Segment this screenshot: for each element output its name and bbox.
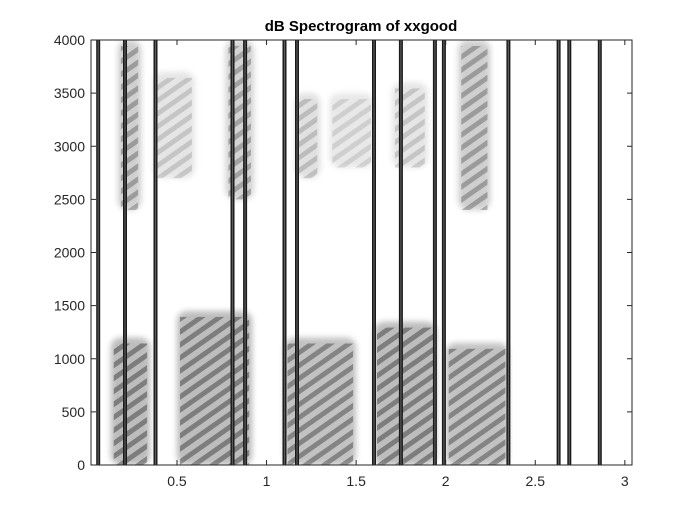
vertical-line-core — [154, 40, 157, 465]
energy-region — [445, 342, 509, 465]
y-tick-label: 3500 — [54, 85, 85, 101]
y-tick-label: 1500 — [54, 298, 85, 314]
energy-region-harmonics — [179, 316, 250, 465]
y-tick-label: 0 — [77, 457, 85, 473]
x-tick-label: 3 — [621, 473, 629, 489]
energy-region-harmonics — [377, 327, 434, 465]
energy-region — [110, 337, 151, 465]
x-axis: 0.5 1 1.5 2 2.5 3 — [167, 40, 629, 489]
chart-title: dB Spectrogram of xxgood — [265, 18, 458, 35]
energy-region-harmonics — [113, 343, 148, 465]
energy-region — [153, 71, 195, 179]
vertical-line-core — [558, 40, 560, 465]
vertical-line-core — [296, 40, 298, 465]
x-tick-label: 0.5 — [167, 473, 187, 489]
x-tick-label: 2.5 — [526, 473, 546, 489]
y-tick-label: 3000 — [54, 138, 85, 154]
vertical-line-core — [568, 40, 570, 465]
vertical-line-core — [599, 40, 601, 465]
energy-region-harmonics — [156, 77, 192, 179]
energy-region — [458, 40, 491, 210]
x-tick-label: 2 — [442, 473, 450, 489]
energy-region-harmonics — [298, 99, 318, 179]
plot-area — [91, 40, 632, 465]
vertical-lines — [96, 40, 602, 465]
vertical-line-core — [244, 40, 246, 465]
energy-region-harmonics — [461, 46, 488, 210]
energy-region — [117, 40, 142, 210]
vertical-line-core — [124, 40, 126, 465]
energy-region — [391, 82, 428, 168]
vertical-line-core — [97, 40, 99, 465]
energy-region — [295, 93, 321, 179]
vertical-line-core — [373, 40, 375, 465]
y-tick-label: 500 — [62, 404, 86, 420]
energy-region — [176, 310, 253, 465]
y-axis: 0 500 1000 1500 2000 2500 3000 3500 4000 — [54, 32, 632, 473]
energy-regions — [110, 40, 509, 465]
energy-region — [329, 93, 375, 168]
vertical-line-core — [443, 40, 445, 465]
y-tick-label: 2500 — [54, 191, 85, 207]
vertical-line-core — [434, 40, 436, 465]
y-tick-label: 4000 — [54, 32, 85, 48]
vertical-line-core — [283, 40, 286, 465]
x-tick-label: 1.5 — [346, 473, 366, 489]
energy-region-harmonics — [332, 99, 372, 168]
vertical-line-core — [231, 40, 234, 465]
energy-region — [225, 40, 255, 200]
energy-region-harmonics — [448, 348, 506, 465]
y-tick-label: 1000 — [54, 351, 85, 367]
energy-region — [374, 321, 437, 465]
vertical-line-core — [400, 40, 402, 465]
vertical-line-core — [507, 40, 509, 465]
y-tick-label: 2000 — [54, 245, 85, 261]
x-tick-label: 1 — [263, 473, 271, 489]
